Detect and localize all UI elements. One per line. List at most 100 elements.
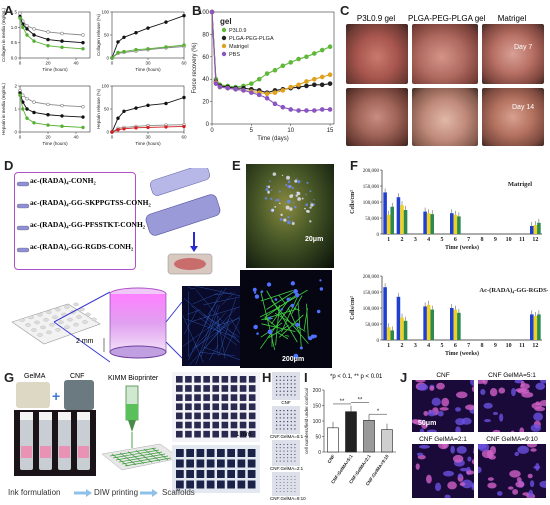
nucleus bbox=[290, 281, 296, 286]
pore bbox=[221, 385, 229, 392]
well bbox=[31, 328, 37, 332]
fiber bbox=[203, 296, 242, 306]
pore bbox=[283, 444, 285, 445]
chart-i-ytick-label: 150 bbox=[313, 404, 322, 410]
pore bbox=[294, 410, 296, 412]
well bbox=[55, 307, 61, 312]
cell-dot bbox=[291, 186, 294, 190]
panel-j-cap4: CNF GelMA=9:10 bbox=[486, 436, 538, 443]
print-line bbox=[115, 451, 163, 461]
chartB-xtick-label: 10 bbox=[287, 128, 294, 134]
pore bbox=[227, 459, 235, 468]
tube-cap bbox=[39, 412, 52, 420]
stained-cell bbox=[530, 424, 542, 432]
chartB-point bbox=[327, 81, 333, 86]
pore bbox=[276, 424, 278, 426]
chartA1-ytick-label: 0.0 bbox=[11, 56, 18, 61]
pore bbox=[290, 387, 292, 389]
stained-cell bbox=[465, 404, 476, 411]
chartF2-xtick-label: 1 bbox=[387, 343, 390, 349]
chartF1-xtick-label: 5 bbox=[441, 237, 444, 243]
panel-h-label: H bbox=[262, 370, 272, 385]
chartA4-point bbox=[134, 126, 138, 130]
pore bbox=[203, 394, 210, 401]
chartF1-bar bbox=[450, 213, 454, 234]
chartF2-title: Ac-(RADA)₄-GG-RGDS-NH₂ bbox=[479, 287, 548, 294]
chartA3-series-0 bbox=[19, 90, 84, 108]
pore bbox=[230, 403, 238, 411]
chartB-frame bbox=[211, 11, 335, 125]
panel-c-row2: Day 14 bbox=[512, 104, 535, 111]
pore bbox=[196, 449, 205, 457]
cell-dot bbox=[287, 220, 291, 225]
pore bbox=[185, 376, 192, 383]
pore bbox=[283, 491, 285, 492]
print-line bbox=[135, 450, 153, 463]
cell-dot bbox=[309, 190, 312, 193]
chartA1-point bbox=[18, 11, 22, 16]
pore bbox=[283, 394, 285, 396]
pore bbox=[290, 390, 292, 392]
pore bbox=[287, 410, 289, 412]
chartA2-point bbox=[110, 56, 114, 60]
pore bbox=[221, 376, 229, 383]
chartA4-point bbox=[146, 103, 150, 108]
panel-h-cap2: CNF:GelMA=5:1 bbox=[270, 434, 304, 439]
chartF1-ytick-label: 50,000 bbox=[365, 217, 379, 222]
panel-c-col3: Matrigel bbox=[497, 14, 527, 23]
chartA3-point bbox=[25, 107, 29, 111]
well bbox=[58, 320, 64, 324]
chartA1-point bbox=[81, 47, 85, 51]
cell-dot bbox=[287, 184, 291, 189]
well bbox=[46, 310, 52, 314]
nucleus bbox=[252, 287, 257, 292]
pore bbox=[217, 480, 225, 489]
pore bbox=[283, 450, 285, 452]
legend-marker-0 bbox=[221, 27, 227, 33]
pore bbox=[290, 421, 292, 423]
neurite bbox=[275, 289, 308, 310]
pore bbox=[279, 488, 281, 489]
print-line bbox=[121, 455, 169, 465]
pore bbox=[276, 428, 278, 430]
confocal-image-bottom bbox=[240, 270, 332, 368]
chartA3-point bbox=[46, 123, 50, 127]
cell-dot bbox=[264, 197, 268, 200]
chartA2-point bbox=[116, 50, 120, 55]
pore bbox=[294, 447, 296, 449]
pore bbox=[294, 424, 296, 426]
fiber bbox=[195, 304, 218, 365]
neurite bbox=[266, 290, 298, 343]
chartF2-xtick-label: 4 bbox=[427, 343, 430, 349]
pore bbox=[212, 430, 220, 438]
nucleus bbox=[316, 309, 321, 314]
chartA3-point bbox=[81, 125, 85, 130]
fiber bbox=[218, 323, 230, 356]
chartA3-point bbox=[25, 116, 29, 120]
print-line bbox=[143, 448, 161, 462]
chartF2-bar bbox=[450, 308, 454, 340]
pore bbox=[239, 412, 247, 420]
chartA1-series-1 bbox=[19, 16, 84, 44]
stained-cell bbox=[423, 411, 429, 416]
nucleus bbox=[256, 332, 259, 335]
panel-a-label: A bbox=[4, 3, 14, 18]
cell-dot bbox=[310, 203, 314, 207]
chartB-xtick-label: 15 bbox=[327, 128, 334, 134]
pore bbox=[287, 460, 289, 462]
pore bbox=[176, 421, 183, 429]
chartB-xlabel: Time (days) bbox=[257, 136, 288, 142]
workflow-step-1: Ink formulation bbox=[8, 488, 61, 497]
cell-dot bbox=[289, 194, 293, 199]
pore bbox=[294, 421, 296, 423]
stained-cell bbox=[533, 412, 543, 421]
chartB-point bbox=[264, 95, 270, 101]
cell-dot bbox=[265, 185, 268, 188]
pore bbox=[279, 421, 281, 423]
chartA2-point bbox=[134, 31, 138, 35]
chart-i-bar bbox=[381, 429, 393, 453]
chartA1-ylabel: Collagen in media (mg/mL) bbox=[1, 7, 6, 62]
pore bbox=[239, 376, 247, 383]
pore bbox=[221, 412, 229, 420]
chartA2-ytick-label: 50 bbox=[104, 33, 110, 38]
